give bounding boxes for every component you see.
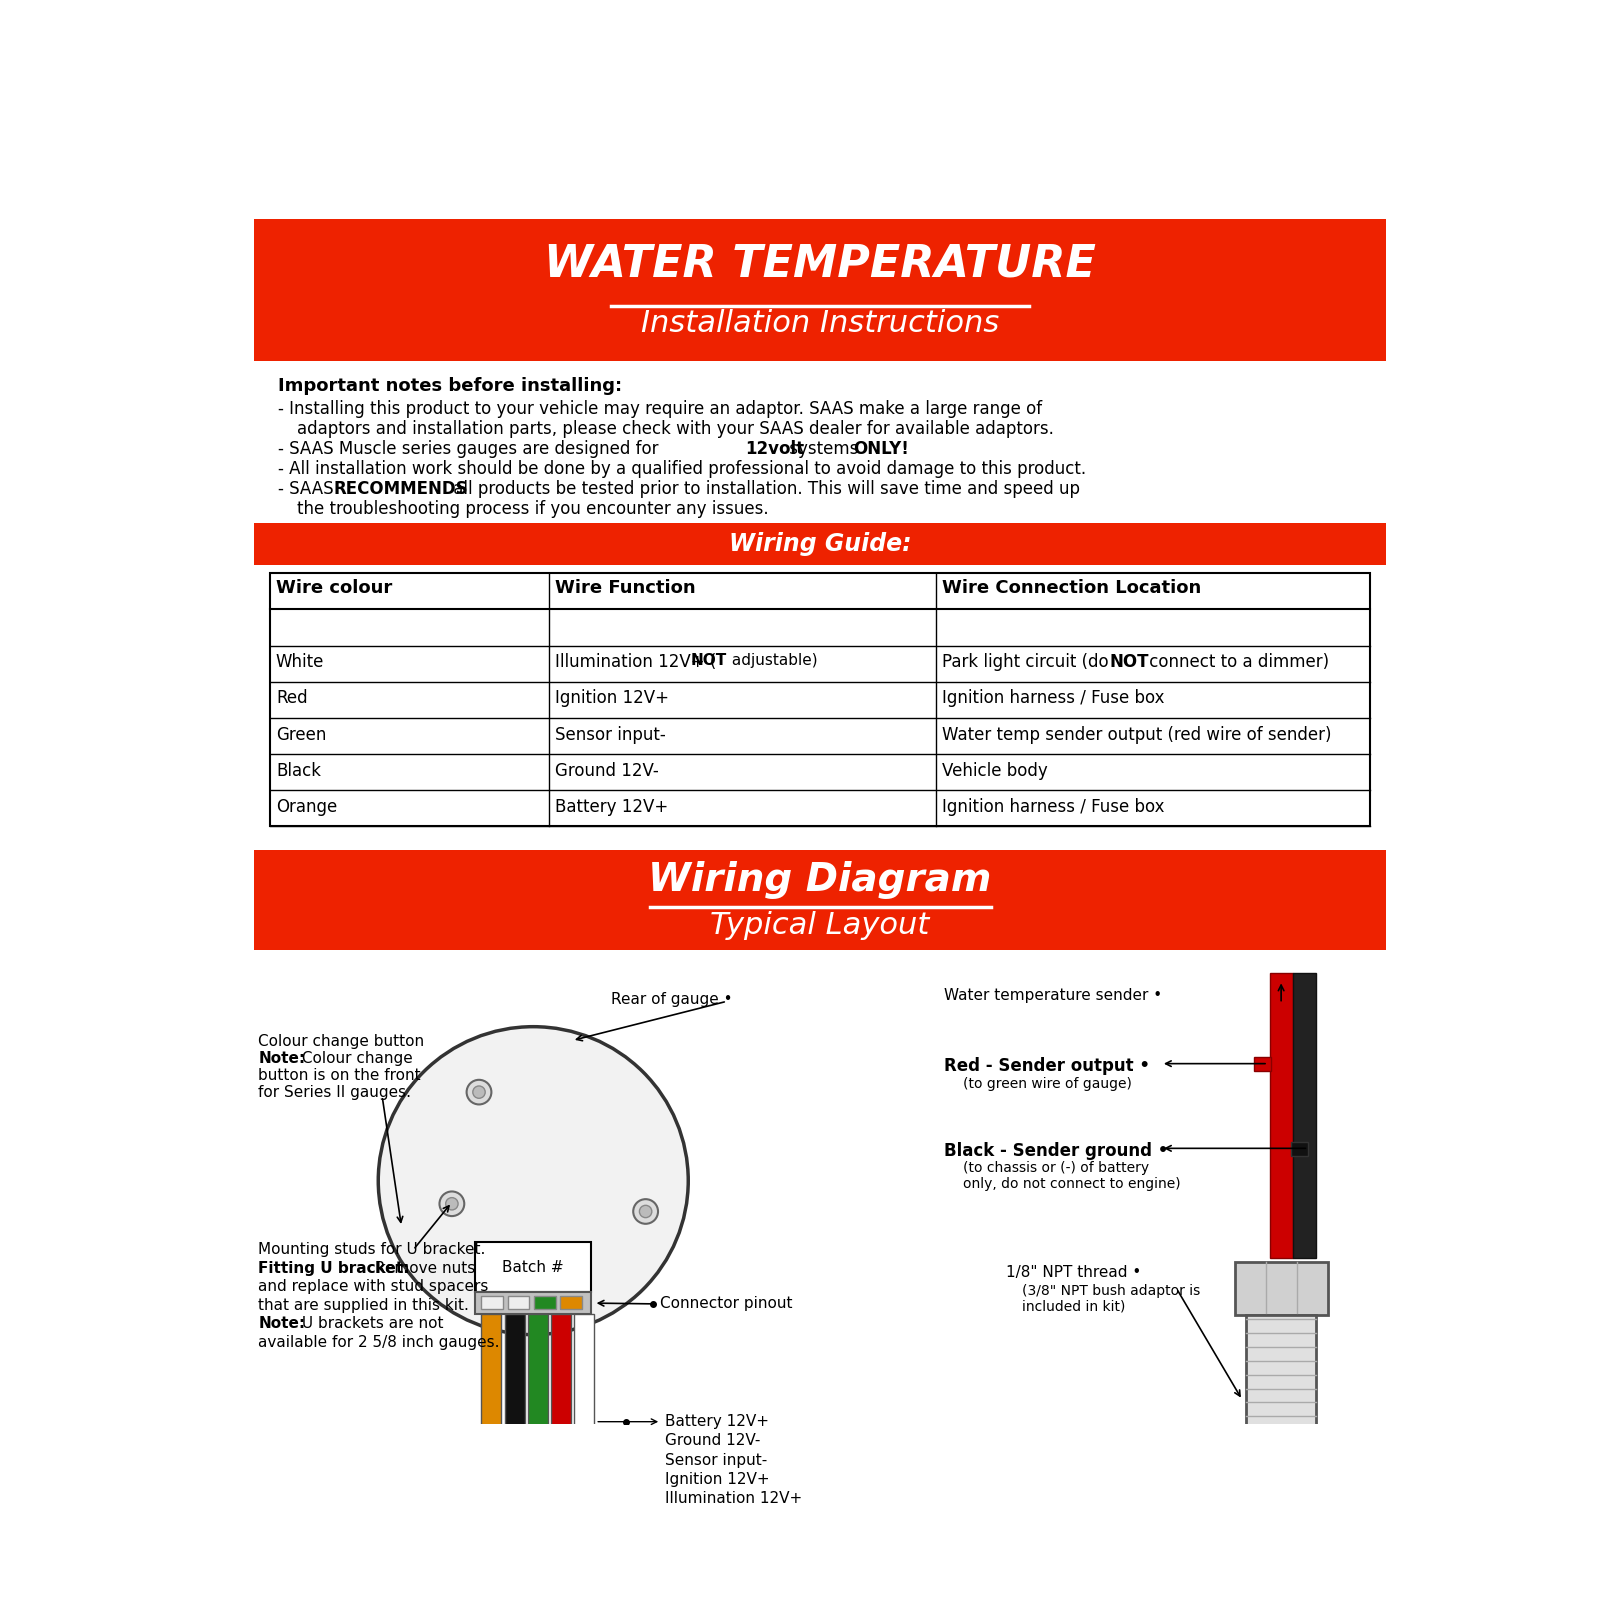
Bar xyxy=(574,1314,595,1506)
Bar xyxy=(270,573,1370,827)
Bar xyxy=(475,1242,592,1293)
Text: Wire Connection Location: Wire Connection Location xyxy=(942,579,1202,597)
Text: Battery 12V+: Battery 12V+ xyxy=(555,798,669,816)
Text: Ignition harness / Fuse box: Ignition harness / Fuse box xyxy=(942,690,1165,707)
Text: Mounting studs for U bracket.: Mounting studs for U bracket. xyxy=(258,1242,485,1258)
Text: Water temp sender output (red wire of sender): Water temp sender output (red wire of se… xyxy=(942,726,1331,744)
Text: (to chassis or (-) of battery: (to chassis or (-) of battery xyxy=(963,1162,1149,1176)
Circle shape xyxy=(634,1198,658,1224)
Text: and replace with stud spacers: and replace with stud spacers xyxy=(258,1280,488,1294)
Text: Wire colour: Wire colour xyxy=(275,579,392,597)
Bar xyxy=(1246,1315,1315,1485)
Bar xyxy=(254,219,1386,362)
Text: - SAAS: - SAAS xyxy=(277,480,338,498)
Text: Ground 12V-: Ground 12V- xyxy=(666,1434,760,1448)
Text: Important notes before installing:: Important notes before installing: xyxy=(277,376,622,395)
Text: all products be tested prior to installation. This will save time and speed up: all products be tested prior to installa… xyxy=(448,480,1080,498)
Text: Sensor input-: Sensor input- xyxy=(555,726,666,744)
Bar xyxy=(1293,973,1315,1258)
Bar xyxy=(1254,1058,1270,1072)
Text: Water temperature sender •: Water temperature sender • xyxy=(944,989,1162,1003)
Bar xyxy=(528,1314,547,1467)
Text: RECOMMENDS: RECOMMENDS xyxy=(333,480,467,498)
Text: Park light circuit (do: Park light circuit (do xyxy=(942,653,1114,672)
Text: Red: Red xyxy=(275,690,307,707)
Text: NOT: NOT xyxy=(1109,653,1149,672)
Text: Rear of gauge •: Rear of gauge • xyxy=(611,992,733,1006)
Text: - SAAS Muscle series gauges are designed for: - SAAS Muscle series gauges are designed… xyxy=(277,440,664,458)
Text: NOT: NOT xyxy=(691,653,726,669)
Circle shape xyxy=(378,1027,688,1334)
Text: Colour change button: Colour change button xyxy=(258,1034,424,1050)
Bar xyxy=(560,1296,582,1309)
Text: Ignition 12V+: Ignition 12V+ xyxy=(555,690,669,707)
Bar xyxy=(475,1293,592,1314)
Text: White: White xyxy=(275,653,325,672)
Text: Wire Function: Wire Function xyxy=(555,579,696,597)
Text: Batch #: Batch # xyxy=(502,1259,565,1275)
Bar xyxy=(504,1314,525,1448)
Text: button is on the front: button is on the front xyxy=(258,1069,421,1083)
Bar xyxy=(254,850,1386,950)
Text: connect to a dimmer): connect to a dimmer) xyxy=(1144,653,1330,672)
Text: Battery 12V+: Battery 12V+ xyxy=(666,1414,770,1429)
Bar xyxy=(550,1314,571,1486)
Text: Green: Green xyxy=(275,726,326,744)
Text: Illumination 12V+ (: Illumination 12V+ ( xyxy=(555,653,717,672)
Circle shape xyxy=(640,1205,651,1218)
Circle shape xyxy=(467,1080,491,1104)
Text: adaptors and installation parts, please check with your SAAS dealer for availabl: adaptors and installation parts, please … xyxy=(298,419,1054,438)
Text: Black: Black xyxy=(275,762,322,779)
Text: 1/8" NPT thread •: 1/8" NPT thread • xyxy=(1006,1266,1141,1280)
Text: - All installation work should be done by a qualified professional to avoid dama: - All installation work should be done b… xyxy=(277,459,1086,478)
Text: Ignition 12V+: Ignition 12V+ xyxy=(666,1472,770,1486)
Circle shape xyxy=(474,1086,485,1098)
Text: Wiring Guide:: Wiring Guide: xyxy=(728,533,912,557)
Text: available for 2 5/8 inch gauges.: available for 2 5/8 inch gauges. xyxy=(258,1334,499,1350)
Text: Red - Sender output •: Red - Sender output • xyxy=(944,1058,1150,1075)
Text: Ground 12V-: Ground 12V- xyxy=(555,762,659,779)
Text: Illumination 12V+: Illumination 12V+ xyxy=(666,1491,802,1506)
Text: Typical Layout: Typical Layout xyxy=(710,910,930,941)
Bar xyxy=(507,1296,530,1309)
Text: Note:: Note: xyxy=(258,1051,306,1066)
Text: systems: systems xyxy=(784,440,864,458)
Text: Note:: Note: xyxy=(258,1317,306,1331)
Text: Ignition harness / Fuse box: Ignition harness / Fuse box xyxy=(942,798,1165,816)
Bar xyxy=(1291,1142,1309,1157)
Text: the troubleshooting process if you encounter any issues.: the troubleshooting process if you encou… xyxy=(298,499,768,518)
Text: Connector pinout: Connector pinout xyxy=(659,1296,792,1312)
Bar xyxy=(1235,1261,1328,1315)
Text: Fitting U bracket:: Fitting U bracket: xyxy=(258,1261,410,1275)
Text: U brackets are not: U brackets are not xyxy=(298,1317,443,1331)
Text: Sensor input-: Sensor input- xyxy=(666,1453,768,1467)
Text: (3/8" NPT bush adaptor is: (3/8" NPT bush adaptor is xyxy=(1021,1283,1200,1298)
Text: (to green wire of gauge): (to green wire of gauge) xyxy=(963,1077,1133,1091)
Bar xyxy=(254,523,1386,565)
Bar xyxy=(534,1296,555,1309)
Circle shape xyxy=(440,1192,464,1216)
Text: WATER TEMPERATURE: WATER TEMPERATURE xyxy=(544,242,1096,285)
Text: Colour change: Colour change xyxy=(298,1051,413,1066)
Text: Remove nuts: Remove nuts xyxy=(371,1261,475,1275)
Text: ONLY!: ONLY! xyxy=(853,440,909,458)
Text: - Installing this product to your vehicle may require an adaptor. SAAS make a la: - Installing this product to your vehicl… xyxy=(277,400,1042,418)
Bar xyxy=(482,1314,501,1429)
Bar xyxy=(482,1296,502,1309)
Bar xyxy=(1269,973,1293,1258)
Text: Black - Sender ground •: Black - Sender ground • xyxy=(944,1142,1168,1160)
Text: Vehicle body: Vehicle body xyxy=(942,762,1048,779)
Text: that are supplied in this kit.: that are supplied in this kit. xyxy=(258,1298,469,1312)
Text: adjustable): adjustable) xyxy=(726,653,818,669)
Text: included in kit): included in kit) xyxy=(1021,1299,1125,1314)
Text: Installation Instructions: Installation Instructions xyxy=(642,309,998,338)
Text: 12volt: 12volt xyxy=(746,440,803,458)
Text: only, do not connect to engine): only, do not connect to engine) xyxy=(963,1178,1181,1190)
Circle shape xyxy=(446,1198,458,1210)
Text: Wiring Diagram: Wiring Diagram xyxy=(648,861,992,899)
Text: Orange: Orange xyxy=(275,798,338,816)
Text: for Series II gauges.: for Series II gauges. xyxy=(258,1085,411,1101)
